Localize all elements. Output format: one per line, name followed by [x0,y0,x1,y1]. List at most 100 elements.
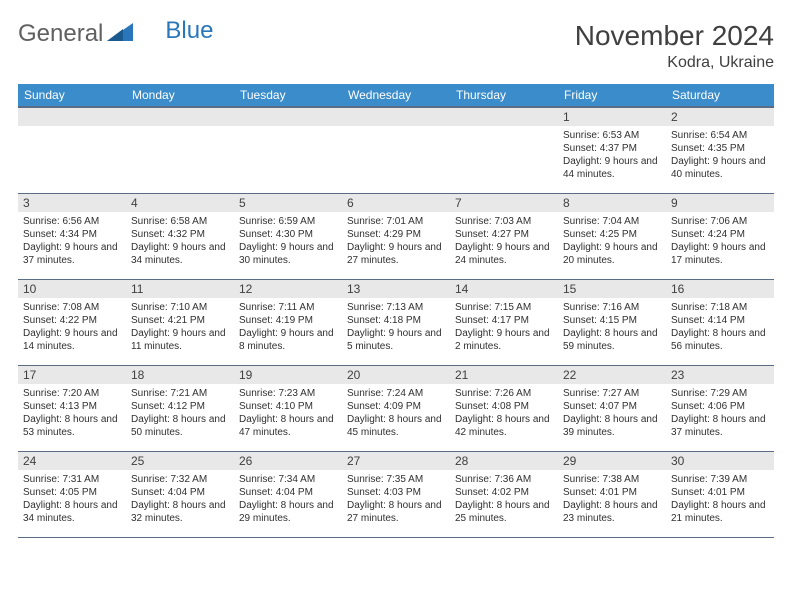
day-number: 5 [234,194,342,212]
day-details: Sunrise: 7:10 AMSunset: 4:21 PMDaylight:… [126,298,234,357]
weekday-header: Thursday [450,84,558,107]
day-details: Sunrise: 6:53 AMSunset: 4:37 PMDaylight:… [558,126,666,185]
calendar-day-cell: 10Sunrise: 7:08 AMSunset: 4:22 PMDayligh… [18,279,126,365]
calendar-day-cell: 24Sunrise: 7:31 AMSunset: 4:05 PMDayligh… [18,451,126,537]
calendar-week-row: 24Sunrise: 7:31 AMSunset: 4:05 PMDayligh… [18,451,774,537]
calendar-day-cell: 7Sunrise: 7:03 AMSunset: 4:27 PMDaylight… [450,193,558,279]
day-number: 7 [450,194,558,212]
calendar-day-cell: 8Sunrise: 7:04 AMSunset: 4:25 PMDaylight… [558,193,666,279]
day-details: Sunrise: 7:39 AMSunset: 4:01 PMDaylight:… [666,470,774,529]
day-details: Sunrise: 7:27 AMSunset: 4:07 PMDaylight:… [558,384,666,443]
calendar-day-cell: 21Sunrise: 7:26 AMSunset: 4:08 PMDayligh… [450,365,558,451]
weekday-header: Saturday [666,84,774,107]
calendar-day-cell [450,107,558,193]
day-number: 1 [558,108,666,126]
day-number [450,108,558,126]
day-details: Sunrise: 7:32 AMSunset: 4:04 PMDaylight:… [126,470,234,529]
calendar-day-cell: 18Sunrise: 7:21 AMSunset: 4:12 PMDayligh… [126,365,234,451]
day-details: Sunrise: 7:18 AMSunset: 4:14 PMDaylight:… [666,298,774,357]
calendar-day-cell: 11Sunrise: 7:10 AMSunset: 4:21 PMDayligh… [126,279,234,365]
day-details: Sunrise: 7:04 AMSunset: 4:25 PMDaylight:… [558,212,666,271]
calendar-table: SundayMondayTuesdayWednesdayThursdayFrid… [18,84,774,538]
calendar-day-cell: 12Sunrise: 7:11 AMSunset: 4:19 PMDayligh… [234,279,342,365]
day-number [18,108,126,126]
day-number: 27 [342,452,450,470]
calendar-day-cell [234,107,342,193]
page-title: November 2024 [575,20,774,52]
calendar-day-cell [18,107,126,193]
day-number: 30 [666,452,774,470]
calendar-day-cell: 15Sunrise: 7:16 AMSunset: 4:15 PMDayligh… [558,279,666,365]
day-details: Sunrise: 7:26 AMSunset: 4:08 PMDaylight:… [450,384,558,443]
day-number: 22 [558,366,666,384]
day-details: Sunrise: 7:15 AMSunset: 4:17 PMDaylight:… [450,298,558,357]
calendar-day-cell: 23Sunrise: 7:29 AMSunset: 4:06 PMDayligh… [666,365,774,451]
day-details: Sunrise: 7:29 AMSunset: 4:06 PMDaylight:… [666,384,774,443]
day-number: 12 [234,280,342,298]
day-details: Sunrise: 7:20 AMSunset: 4:13 PMDaylight:… [18,384,126,443]
day-number: 26 [234,452,342,470]
calendar-day-cell: 29Sunrise: 7:38 AMSunset: 4:01 PMDayligh… [558,451,666,537]
day-number: 10 [18,280,126,298]
day-number: 21 [450,366,558,384]
day-details [450,126,558,133]
day-details: Sunrise: 7:38 AMSunset: 4:01 PMDaylight:… [558,470,666,529]
day-details: Sunrise: 7:36 AMSunset: 4:02 PMDaylight:… [450,470,558,529]
day-details: Sunrise: 7:16 AMSunset: 4:15 PMDaylight:… [558,298,666,357]
calendar-day-cell: 25Sunrise: 7:32 AMSunset: 4:04 PMDayligh… [126,451,234,537]
weekday-header: Tuesday [234,84,342,107]
calendar-day-cell: 14Sunrise: 7:15 AMSunset: 4:17 PMDayligh… [450,279,558,365]
day-details: Sunrise: 6:54 AMSunset: 4:35 PMDaylight:… [666,126,774,185]
day-number: 28 [450,452,558,470]
calendar-week-row: 3Sunrise: 6:56 AMSunset: 4:34 PMDaylight… [18,193,774,279]
day-number: 16 [666,280,774,298]
day-details [234,126,342,133]
day-number: 13 [342,280,450,298]
day-number: 25 [126,452,234,470]
calendar-day-cell: 26Sunrise: 7:34 AMSunset: 4:04 PMDayligh… [234,451,342,537]
day-details: Sunrise: 6:56 AMSunset: 4:34 PMDaylight:… [18,212,126,271]
page-subtitle: Kodra, Ukraine [575,54,774,72]
day-number: 6 [342,194,450,212]
day-number: 20 [342,366,450,384]
calendar-week-row: 1Sunrise: 6:53 AMSunset: 4:37 PMDaylight… [18,107,774,193]
calendar-day-cell: 6Sunrise: 7:01 AMSunset: 4:29 PMDaylight… [342,193,450,279]
day-number: 2 [666,108,774,126]
calendar-day-cell: 5Sunrise: 6:59 AMSunset: 4:30 PMDaylight… [234,193,342,279]
day-details [18,126,126,133]
day-details: Sunrise: 7:01 AMSunset: 4:29 PMDaylight:… [342,212,450,271]
day-details: Sunrise: 7:35 AMSunset: 4:03 PMDaylight:… [342,470,450,529]
calendar-day-cell: 20Sunrise: 7:24 AMSunset: 4:09 PMDayligh… [342,365,450,451]
weekday-header: Sunday [18,84,126,107]
day-number: 29 [558,452,666,470]
weekday-header: Monday [126,84,234,107]
calendar-day-cell: 28Sunrise: 7:36 AMSunset: 4:02 PMDayligh… [450,451,558,537]
day-details [342,126,450,133]
day-details: Sunrise: 7:06 AMSunset: 4:24 PMDaylight:… [666,212,774,271]
day-number: 11 [126,280,234,298]
day-number [126,108,234,126]
day-details: Sunrise: 6:58 AMSunset: 4:32 PMDaylight:… [126,212,234,271]
calendar-day-cell [342,107,450,193]
weekday-header: Friday [558,84,666,107]
logo-blue: Blue [165,17,213,45]
calendar-day-cell: 2Sunrise: 6:54 AMSunset: 4:35 PMDaylight… [666,107,774,193]
logo-general: General [18,20,103,48]
day-number: 18 [126,366,234,384]
calendar-day-cell: 22Sunrise: 7:27 AMSunset: 4:07 PMDayligh… [558,365,666,451]
day-details: Sunrise: 7:08 AMSunset: 4:22 PMDaylight:… [18,298,126,357]
calendar-day-cell: 17Sunrise: 7:20 AMSunset: 4:13 PMDayligh… [18,365,126,451]
header: General Blue November 2024 Kodra, Ukrain… [18,20,774,72]
calendar-day-cell: 13Sunrise: 7:13 AMSunset: 4:18 PMDayligh… [342,279,450,365]
day-details: Sunrise: 7:23 AMSunset: 4:10 PMDaylight:… [234,384,342,443]
day-details: Sunrise: 7:11 AMSunset: 4:19 PMDaylight:… [234,298,342,357]
day-number [234,108,342,126]
day-number: 14 [450,280,558,298]
day-number: 9 [666,194,774,212]
day-number: 4 [126,194,234,212]
day-details: Sunrise: 7:34 AMSunset: 4:04 PMDaylight:… [234,470,342,529]
day-details: Sunrise: 7:24 AMSunset: 4:09 PMDaylight:… [342,384,450,443]
day-details [126,126,234,133]
calendar-week-row: 10Sunrise: 7:08 AMSunset: 4:22 PMDayligh… [18,279,774,365]
day-number [342,108,450,126]
